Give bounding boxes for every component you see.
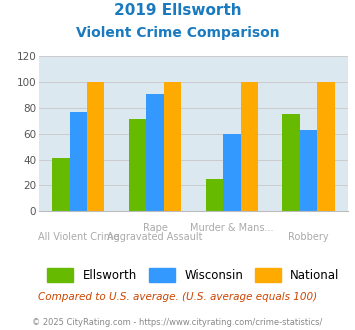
Bar <box>317 82 335 211</box>
Bar <box>300 130 317 211</box>
Bar <box>70 112 87 211</box>
Text: 2019 Ellsworth: 2019 Ellsworth <box>114 3 241 18</box>
Text: © 2025 CityRating.com - https://www.cityrating.com/crime-statistics/: © 2025 CityRating.com - https://www.city… <box>32 318 323 327</box>
Text: Rape: Rape <box>143 223 168 233</box>
Bar <box>87 82 104 211</box>
Text: Compared to U.S. average. (U.S. average equals 100): Compared to U.S. average. (U.S. average … <box>38 292 317 302</box>
Bar <box>129 119 146 211</box>
Bar <box>206 179 223 211</box>
Bar <box>241 82 258 211</box>
Bar <box>283 114 300 211</box>
Legend: Ellsworth, Wisconsin, National: Ellsworth, Wisconsin, National <box>43 264 344 287</box>
Text: Aggravated Assault: Aggravated Assault <box>107 232 203 242</box>
Bar <box>164 82 181 211</box>
Text: Violent Crime Comparison: Violent Crime Comparison <box>76 26 279 40</box>
Bar <box>223 134 241 211</box>
Text: Murder & Mans...: Murder & Mans... <box>190 223 274 233</box>
Text: Robbery: Robbery <box>288 232 329 242</box>
Bar <box>52 158 70 211</box>
Bar <box>146 94 164 211</box>
Text: All Violent Crime: All Violent Crime <box>38 232 119 242</box>
